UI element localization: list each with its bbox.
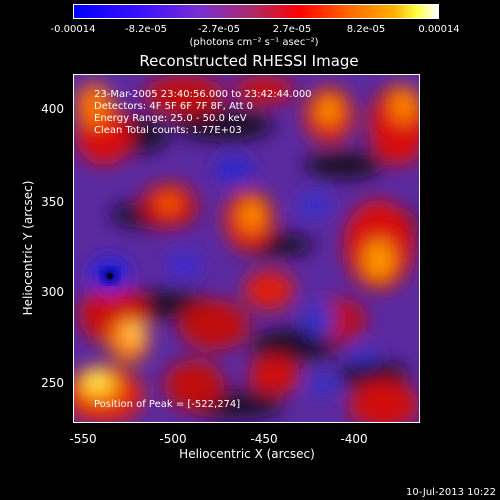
annotation-time: 23-Mar-2005 23:40:56.000 to 23:42:44.000 (94, 89, 312, 100)
annotation-energy: Energy Range: 25.0 - 50.0 keV (94, 113, 247, 124)
x-tick-label: -550 (69, 432, 97, 446)
image-title: Reconstructed RHESSI Image (139, 52, 359, 70)
y-tick-label: 400 (41, 102, 64, 116)
colorbar-tick: 8.2e-05 (346, 24, 386, 35)
x-axis-title: Heliocentric X (arcsec) (179, 447, 315, 461)
annotation-clean: Clean Total counts: 1.77E+03 (94, 125, 242, 136)
annotation-detectors: Detectors: 4F 5F 6F 7F 8F, Att 0 (94, 101, 254, 112)
colorbar-tick: -0.00014 (50, 24, 96, 35)
y-axis-title: Heliocentric Y (arcsec) (21, 180, 35, 316)
rhessi-image: 23-Mar-2005 23:40:56.000 to 23:42:44.000… (73, 74, 420, 423)
y-tick-label: 300 (41, 285, 64, 299)
x-tick-label: -450 (250, 432, 278, 446)
colorbar-tick: 2.7e-05 (272, 24, 312, 35)
colorbar-tick: -8.2e-05 (125, 24, 167, 35)
date-stamp: 10-Jul-2013 10:22 (405, 487, 496, 498)
colorbar-units: (photons cm⁻² s⁻¹ asec⁻²) (189, 37, 319, 48)
colorbar-tick: -2.7e-05 (198, 24, 240, 35)
colorbar (73, 4, 439, 19)
rhessi-image-map (74, 75, 419, 422)
colorbar-tick: 0.00014 (418, 24, 460, 35)
x-tick-label: -500 (159, 432, 187, 446)
x-tick-label: -400 (340, 432, 368, 446)
annotation-peak: Position of Peak = [-522,274] (94, 399, 241, 410)
y-tick-label: 350 (41, 195, 64, 209)
y-tick-label: 250 (41, 376, 64, 390)
